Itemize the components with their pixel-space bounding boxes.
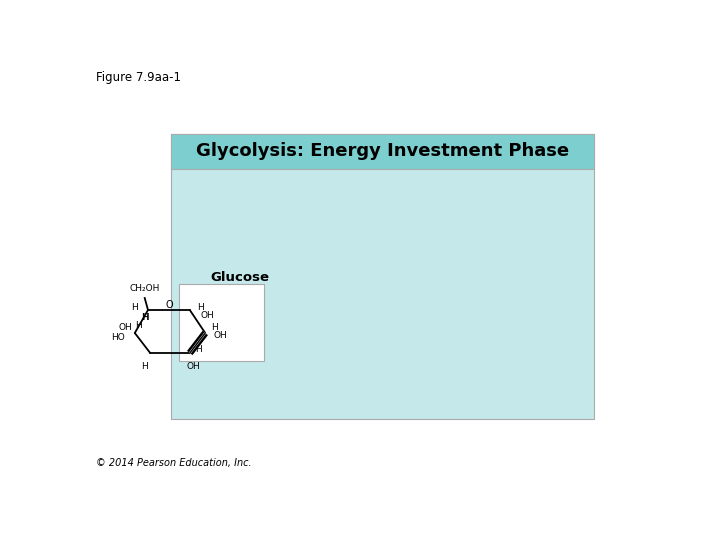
Text: OH: OH	[201, 310, 215, 320]
Text: H: H	[132, 303, 138, 313]
Text: Glucose: Glucose	[210, 271, 269, 284]
Text: OH: OH	[214, 332, 228, 341]
Text: OH: OH	[119, 323, 132, 333]
Text: CH₂OH: CH₂OH	[130, 284, 160, 293]
Text: OH: OH	[186, 362, 200, 371]
Text: HO: HO	[112, 334, 125, 342]
Text: Figure 7.9aa-1: Figure 7.9aa-1	[96, 71, 181, 84]
Text: H: H	[141, 362, 148, 371]
Text: H: H	[197, 302, 204, 312]
Text: H: H	[211, 323, 217, 333]
Text: H: H	[195, 346, 202, 354]
Text: H: H	[135, 321, 141, 329]
Text: Glycolysis: Energy Investment Phase: Glycolysis: Energy Investment Phase	[196, 143, 569, 160]
Text: O: O	[165, 300, 173, 310]
Bar	[179, 284, 264, 361]
Bar	[171, 134, 594, 419]
Text: H: H	[141, 314, 148, 322]
Text: © 2014 Pearson Education, Inc.: © 2014 Pearson Education, Inc.	[96, 458, 252, 468]
Bar	[171, 134, 594, 168]
